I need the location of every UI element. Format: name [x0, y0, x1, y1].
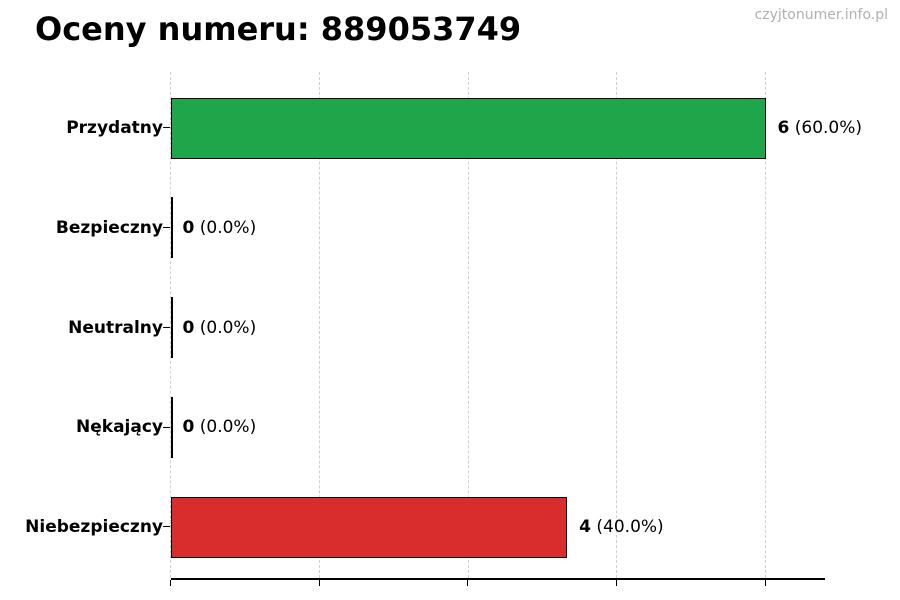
bar: [170, 197, 173, 259]
x-axis-tick: [616, 580, 617, 586]
gridline: [318, 72, 320, 578]
value-number: 0: [182, 217, 195, 238]
category-label: Neutralny: [68, 317, 163, 338]
category-label: Przydatny: [66, 118, 163, 138]
category-label: Bezpieczny: [55, 217, 163, 238]
value-number: 0: [182, 417, 195, 438]
y-axis-tick: [163, 127, 170, 129]
bar: [170, 396, 173, 458]
value-percent: (40.0%): [596, 517, 664, 537]
y-axis-tick: [163, 426, 170, 428]
gridline: [467, 72, 469, 578]
y-axis-tick: [163, 227, 170, 228]
y-axis-tick: [163, 326, 170, 328]
bar: [170, 496, 568, 558]
gridline: [616, 72, 618, 578]
y-axis-tick: [163, 526, 170, 528]
category-label: Nękający: [76, 417, 163, 438]
bar: [170, 297, 173, 358]
value-label: 6 (60.0%): [778, 118, 863, 138]
value-number: 6: [777, 118, 790, 138]
bar: [170, 97, 766, 159]
watermark: czyjtonumer.info.pl: [754, 7, 888, 23]
gridline: [765, 72, 766, 578]
category-label: Niebezpieczny: [25, 517, 163, 537]
x-axis-line: [170, 578, 825, 580]
value-percent: (0.0%): [199, 217, 257, 238]
value-label: 0 (0.0%): [183, 417, 257, 437]
value-label: 0 (0.0%): [183, 318, 257, 338]
value-percent: (60.0%): [794, 118, 863, 138]
value-percent: (0.0%): [199, 317, 257, 338]
value-number: 0: [182, 317, 195, 338]
chart-title: Oceny numeru: 889053749: [35, 10, 522, 48]
x-axis-tick: [169, 580, 171, 586]
x-axis-tick: [467, 580, 469, 586]
x-axis-tick: [318, 580, 320, 586]
x-axis-tick: [764, 580, 766, 586]
value-label: 0 (0.0%): [183, 218, 257, 238]
value-label: 4 (40.0%): [579, 517, 664, 537]
value-number: 4: [579, 517, 591, 537]
value-percent: (0.0%): [199, 417, 257, 438]
